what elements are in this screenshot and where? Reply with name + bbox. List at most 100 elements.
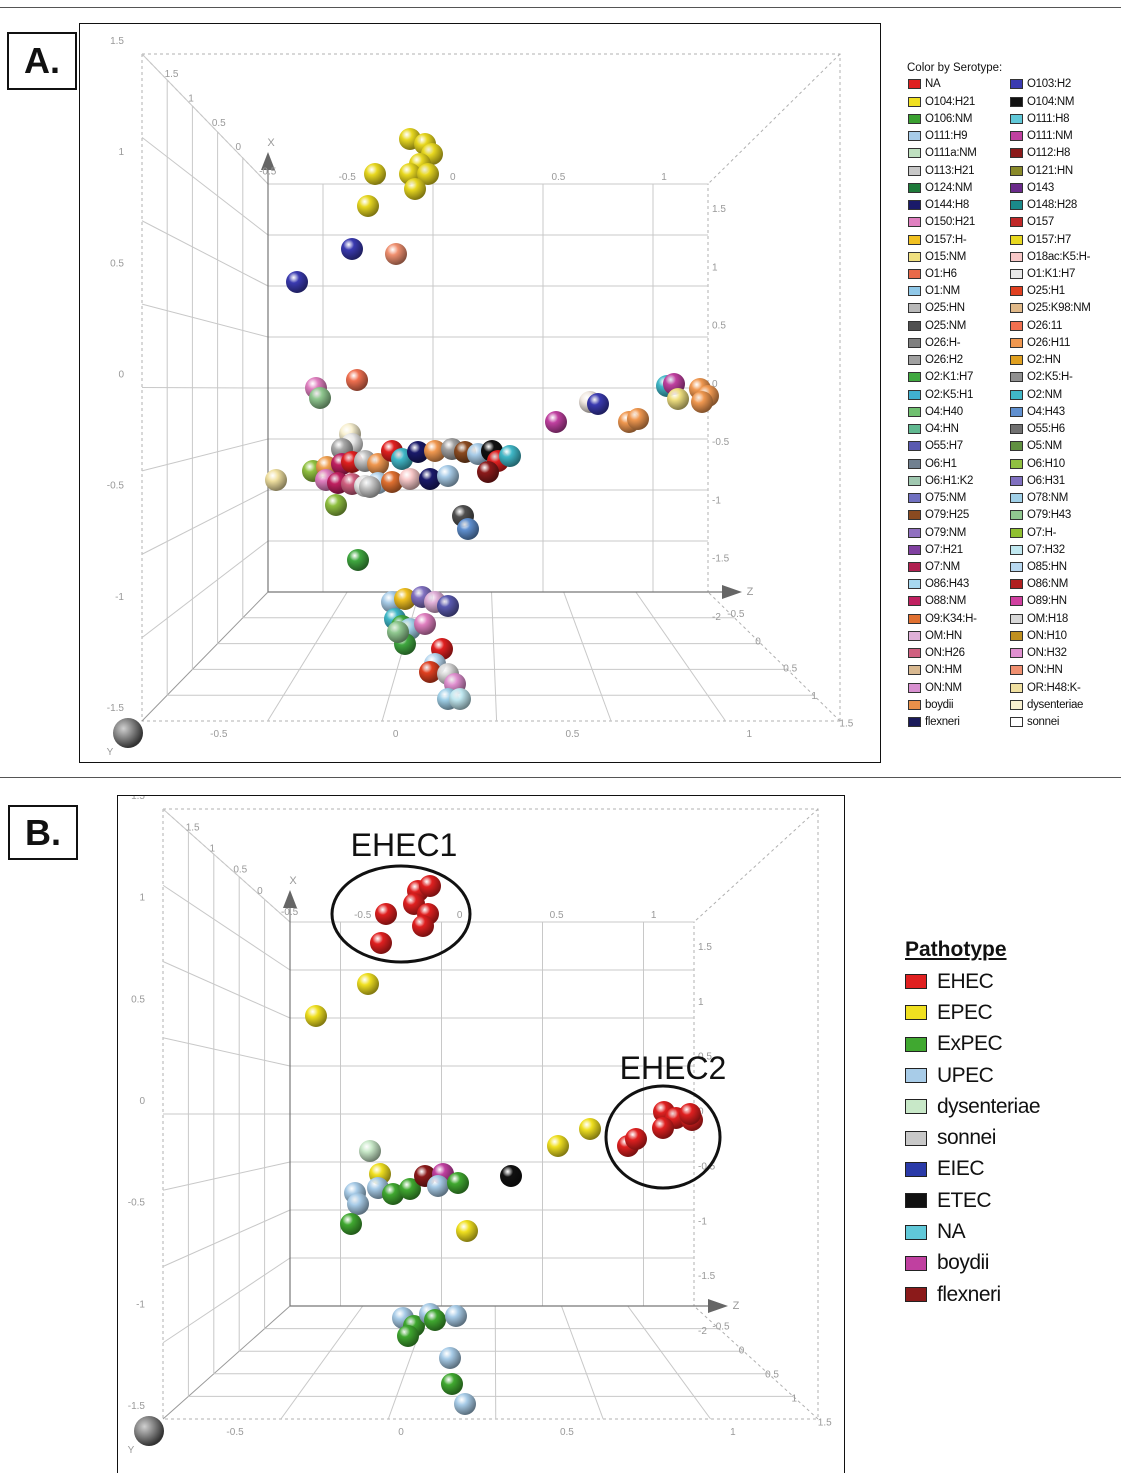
legend-item: O25:HN xyxy=(903,301,1005,316)
legend-label: O7:H32 xyxy=(1027,543,1065,556)
legend-label: O157 xyxy=(1027,216,1054,229)
legend-label: NA xyxy=(937,1220,966,1244)
y-tick-label: -0.5 xyxy=(128,1198,146,1209)
legend-swatch xyxy=(908,441,921,452)
legend-label: ON:H10 xyxy=(1027,629,1067,642)
scatter-point xyxy=(679,1103,701,1125)
legend-label: O79:H43 xyxy=(1027,509,1071,522)
floor-vline xyxy=(280,1305,364,1420)
scatter-point xyxy=(357,973,379,995)
legend-swatch xyxy=(1010,682,1023,693)
floor-vline xyxy=(635,591,726,722)
left-wall-hline xyxy=(141,136,269,236)
depth-tick-label: 1 xyxy=(188,93,194,104)
legend-item: O6:H1 xyxy=(903,456,1005,471)
scatter-point xyxy=(375,903,397,925)
top-rule xyxy=(0,7,1121,8)
y-tick-label: 0 xyxy=(118,370,124,381)
back-right-tick-label: 1 xyxy=(712,262,718,273)
floor-vline xyxy=(563,591,612,722)
legend-label: O9:K34:H- xyxy=(925,612,977,625)
outer-box-left-bottom xyxy=(162,809,818,1420)
legend-item: O121:HN xyxy=(1005,163,1115,178)
legend-label: O25:HN xyxy=(925,302,965,315)
legend-label: UPEC xyxy=(937,1063,994,1087)
legend-swatch xyxy=(905,1193,927,1209)
legend-label: O157:H7 xyxy=(1027,233,1071,246)
legend-label: OM:H18 xyxy=(1027,612,1069,625)
back-top-tick-label: 0.5 xyxy=(551,172,565,183)
depth-tick-label: 1.5 xyxy=(186,822,200,833)
legend-swatch xyxy=(908,96,921,107)
legend-item: NA xyxy=(903,77,1005,92)
scatter-point xyxy=(457,518,479,540)
connector xyxy=(693,808,819,923)
scatter-point xyxy=(387,621,409,643)
legend-swatch xyxy=(1010,217,1023,228)
scatter-point xyxy=(441,1373,463,1395)
connector xyxy=(693,1305,819,1420)
legend-label: flexneri xyxy=(925,716,960,729)
scatter-point xyxy=(407,441,429,463)
z-tick-label: 1.5 xyxy=(818,1417,832,1428)
legend-item: O26:H- xyxy=(903,336,1005,351)
scatter-point xyxy=(547,1135,569,1157)
legend-item: O4:H43 xyxy=(1005,404,1115,419)
legend-swatch xyxy=(1010,79,1023,90)
legend-entries: EHEC EPEC ExPEC UPEC dysenteriae sonnei EIEC ET… xyxy=(905,966,1105,1310)
y-tick-label: 1.5 xyxy=(110,36,124,47)
scatter-point xyxy=(477,461,499,483)
legend-item: ExPEC xyxy=(905,1029,1105,1060)
legend-label: O6:H10 xyxy=(1027,457,1065,470)
z-axis-arrow xyxy=(722,585,742,599)
left-wall-hline xyxy=(141,540,269,639)
legend-swatch xyxy=(908,165,921,176)
left-wall-hline xyxy=(162,1257,291,1344)
legend-label: O55:H7 xyxy=(925,440,963,453)
legend-swatch xyxy=(905,1068,927,1084)
legend-item: O26:11 xyxy=(1005,318,1115,333)
y-tick-label: -1.5 xyxy=(128,1401,146,1412)
legend-item: O157:H- xyxy=(903,232,1005,247)
legend-item: O148:H28 xyxy=(1005,198,1115,213)
legend-label: O89:HN xyxy=(1027,595,1067,608)
legend-swatch xyxy=(905,1287,927,1303)
scatter-point xyxy=(265,469,287,491)
legend-swatch xyxy=(1010,648,1023,659)
legend-item: O6:H31 xyxy=(1005,473,1115,488)
scatter-point xyxy=(417,163,439,185)
legend-label: O7:H21 xyxy=(925,543,963,556)
legend-label: ON:HN xyxy=(1027,664,1063,677)
legend-item: dysenteriae xyxy=(1005,697,1115,712)
legend-swatch xyxy=(1010,113,1023,124)
scatter-point xyxy=(346,369,368,391)
legend-swatch xyxy=(1010,355,1023,366)
legend-item: O144:H8 xyxy=(903,198,1005,213)
panel-b-label: B. xyxy=(8,805,78,860)
legend-item: ON:H10 xyxy=(1005,629,1115,644)
back-right-tick-label: 0 xyxy=(698,1107,704,1118)
legend-item: O26:H11 xyxy=(1005,336,1115,351)
z-tick-label: 0.5 xyxy=(765,1369,779,1380)
z-tick-label: 0.5 xyxy=(783,664,797,675)
left-wall-hline xyxy=(162,884,291,971)
y-tick-label: 0.5 xyxy=(110,258,124,269)
legend-item: ON:H26 xyxy=(903,646,1005,661)
connector xyxy=(141,591,269,722)
scatter-point xyxy=(394,588,416,610)
scatter-point xyxy=(579,1118,601,1140)
legend-swatch xyxy=(1010,441,1023,452)
legend-swatch xyxy=(908,113,921,124)
legend-label: ON:HM xyxy=(925,664,962,677)
legend-label: O143 xyxy=(1027,181,1054,194)
legend-item: flexneri xyxy=(905,1279,1105,1310)
scatter-point xyxy=(359,476,381,498)
legend-label: O55:H6 xyxy=(1027,423,1065,436)
legend-swatch xyxy=(908,613,921,624)
legend-item: EHEC xyxy=(905,966,1105,997)
legend-swatch xyxy=(905,1130,927,1146)
legend-swatch xyxy=(908,579,921,590)
legend-swatch xyxy=(908,251,921,262)
legend-swatch xyxy=(1010,303,1023,314)
legend-item: O1:K1:H7 xyxy=(1005,267,1115,282)
